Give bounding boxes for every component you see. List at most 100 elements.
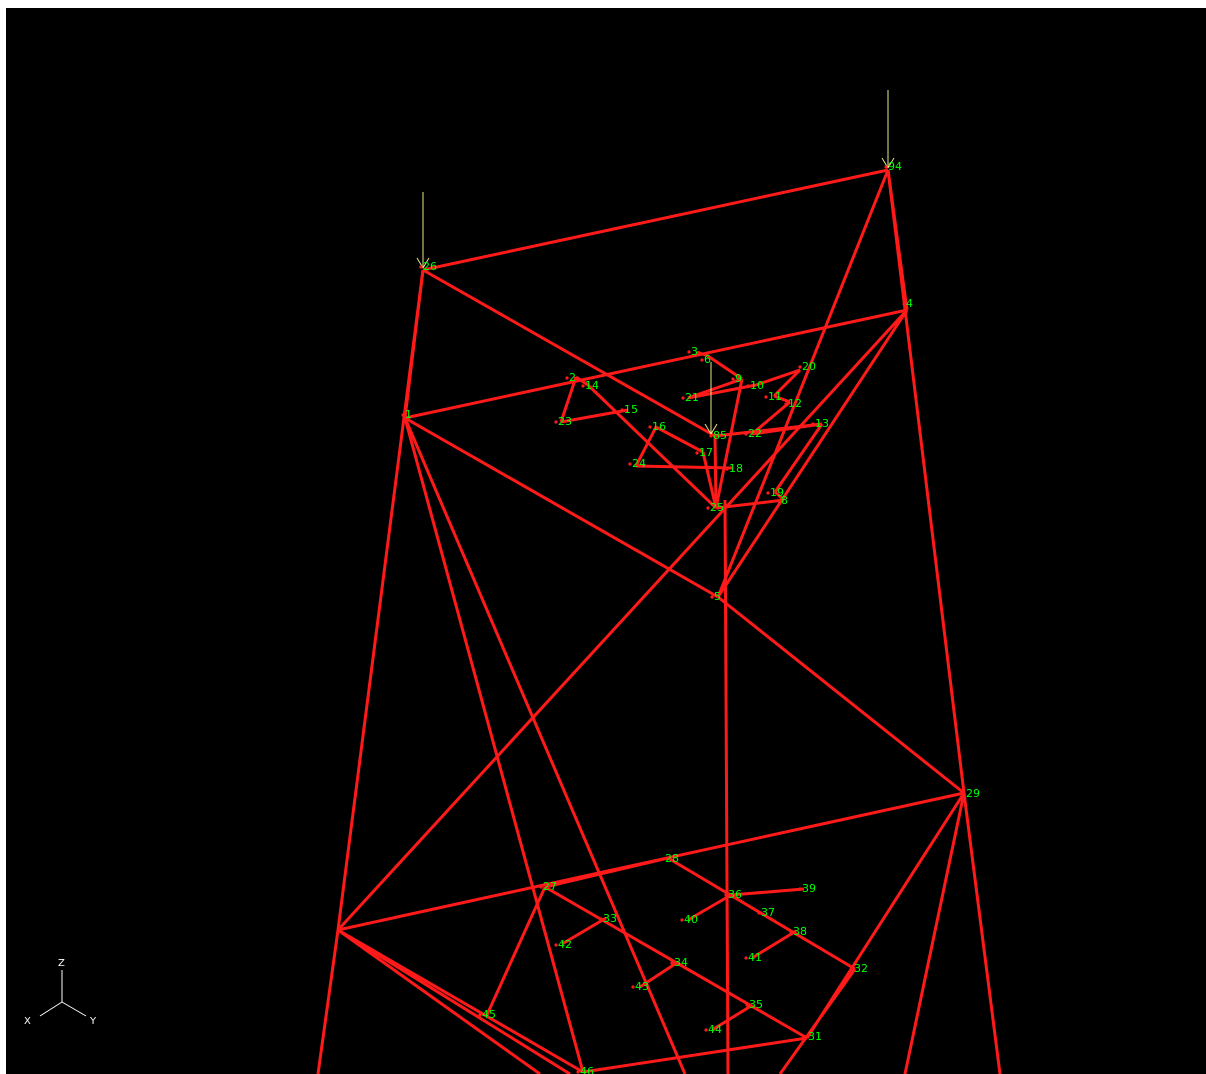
node-marker	[798, 887, 802, 891]
node-label-43[interactable]: 43	[635, 980, 649, 993]
node-label-18[interactable]: 18	[729, 462, 743, 475]
node-label-31[interactable]: 31	[808, 1030, 822, 1043]
node-label-38[interactable]: 38	[793, 925, 807, 938]
node-label-22[interactable]: 22	[748, 427, 762, 440]
node-label-4[interactable]: 4	[906, 297, 913, 310]
node-marker	[710, 595, 714, 599]
member-line[interactable]	[707, 354, 743, 381]
node-label-29[interactable]: 29	[966, 787, 980, 800]
node-label-41[interactable]: 41	[748, 951, 762, 964]
node-label-94[interactable]: 94	[888, 160, 902, 173]
node-label-36[interactable]: 36	[728, 888, 742, 901]
node-label-23[interactable]: 23	[558, 415, 572, 428]
node-label-44[interactable]: 44	[708, 1023, 722, 1036]
node-label-40[interactable]: 40	[684, 913, 698, 926]
member-line[interactable]	[404, 308, 908, 420]
member-line[interactable]	[755, 368, 801, 387]
node-label-14[interactable]: 14	[585, 379, 599, 392]
node-label-34[interactable]: 34	[674, 956, 688, 969]
node-label-6[interactable]: 6	[704, 353, 711, 366]
member-line[interactable]	[634, 426, 658, 467]
node-label-12[interactable]: 12	[788, 397, 802, 410]
node-label-20[interactable]: 20	[802, 360, 816, 373]
member-line[interactable]	[403, 417, 585, 1073]
structure-canvas[interactable]: 1 2 3 4 5 6 8 9 10 11 12 13 14 15 16 17 18 19 20 21 22 23 24 25…	[6, 8, 1206, 1074]
member-line[interactable]	[751, 422, 823, 436]
node-label-33[interactable]: 33	[603, 912, 617, 925]
member-line[interactable]	[701, 451, 718, 509]
member-line[interactable]	[404, 416, 719, 599]
member-line[interactable]	[751, 929, 797, 960]
member-line[interactable]	[544, 856, 669, 889]
member-line[interactable]	[713, 435, 718, 509]
member-line[interactable]	[687, 383, 757, 400]
node-label-35[interactable]: 35	[749, 998, 763, 1011]
member-line[interactable]	[773, 423, 824, 493]
member-line[interactable]	[717, 595, 965, 795]
member-line[interactable]	[635, 464, 733, 470]
node-label-8[interactable]: 8	[781, 494, 788, 507]
node-label-26[interactable]: 26	[423, 260, 437, 273]
node-label-28[interactable]: 28	[665, 852, 679, 865]
member-line[interactable]	[667, 856, 856, 971]
node-label-19[interactable]: 19	[770, 486, 784, 499]
member-line[interactable]	[772, 368, 802, 398]
node-label-45[interactable]: 45	[482, 1008, 496, 1021]
member-line[interactable]	[316, 929, 340, 1074]
node-label-5[interactable]: 5	[714, 590, 721, 603]
member-line[interactable]	[715, 498, 785, 510]
member-line[interactable]	[730, 887, 805, 897]
member-line[interactable]	[723, 499, 730, 1074]
member-line[interactable]	[403, 417, 687, 1074]
node-label-15[interactable]: 15	[624, 403, 638, 416]
node-label-39[interactable]: 39	[802, 882, 816, 895]
node-label-16[interactable]: 16	[652, 420, 666, 433]
member-line[interactable]	[422, 168, 889, 272]
member-line[interactable]	[778, 968, 857, 1074]
node-label-24[interactable]: 24	[632, 457, 646, 470]
member-line[interactable]	[336, 308, 909, 932]
node-label-10[interactable]: 10	[750, 379, 764, 392]
member-line[interactable]	[582, 1036, 808, 1074]
member-line[interactable]	[687, 893, 732, 922]
member-line[interactable]	[962, 792, 1002, 1074]
member-line[interactable]	[559, 376, 578, 423]
member-line[interactable]	[696, 350, 709, 358]
node-label-42[interactable]: 42	[558, 938, 572, 951]
node-label-11[interactable]: 11	[768, 390, 782, 403]
node-label-9[interactable]: 9	[735, 372, 742, 385]
node-label-1[interactable]: 1	[405, 408, 412, 421]
member-line[interactable]	[714, 378, 744, 509]
node-label-32[interactable]: 32	[854, 962, 868, 975]
node-label-85[interactable]: 85	[713, 429, 727, 442]
node-label-27[interactable]: 27	[543, 880, 557, 893]
node-label-25[interactable]: 25	[710, 501, 724, 514]
member-line[interactable]	[716, 169, 890, 598]
member-line[interactable]	[774, 490, 785, 502]
member-line[interactable]	[337, 928, 571, 1074]
node-label-2[interactable]: 2	[569, 371, 576, 384]
member-line[interactable]	[575, 375, 589, 387]
member-line[interactable]	[655, 425, 704, 454]
member-line[interactable]	[903, 792, 966, 1074]
member-line[interactable]	[336, 269, 425, 931]
member-line[interactable]	[711, 1004, 752, 1032]
member-line[interactable]	[337, 928, 541, 1074]
node-label-37[interactable]: 37	[761, 906, 775, 919]
member-line[interactable]	[561, 916, 607, 946]
node-marker	[620, 408, 624, 412]
node-label-3[interactable]: 3	[691, 345, 698, 358]
member-line[interactable]	[716, 309, 909, 598]
member-line[interactable]	[886, 169, 966, 794]
member-line[interactable]	[751, 400, 791, 436]
node-label-46[interactable]: 46	[580, 1065, 594, 1074]
node-label-17[interactable]: 17	[699, 446, 713, 459]
node-marker	[798, 365, 802, 369]
member-line[interactable]	[773, 394, 791, 404]
member-line[interactable]	[586, 383, 718, 510]
node-label-13[interactable]: 13	[815, 417, 829, 430]
member-line[interactable]	[484, 886, 547, 1018]
member-line[interactable]	[422, 268, 716, 438]
node-label-21[interactable]: 21	[685, 391, 699, 404]
